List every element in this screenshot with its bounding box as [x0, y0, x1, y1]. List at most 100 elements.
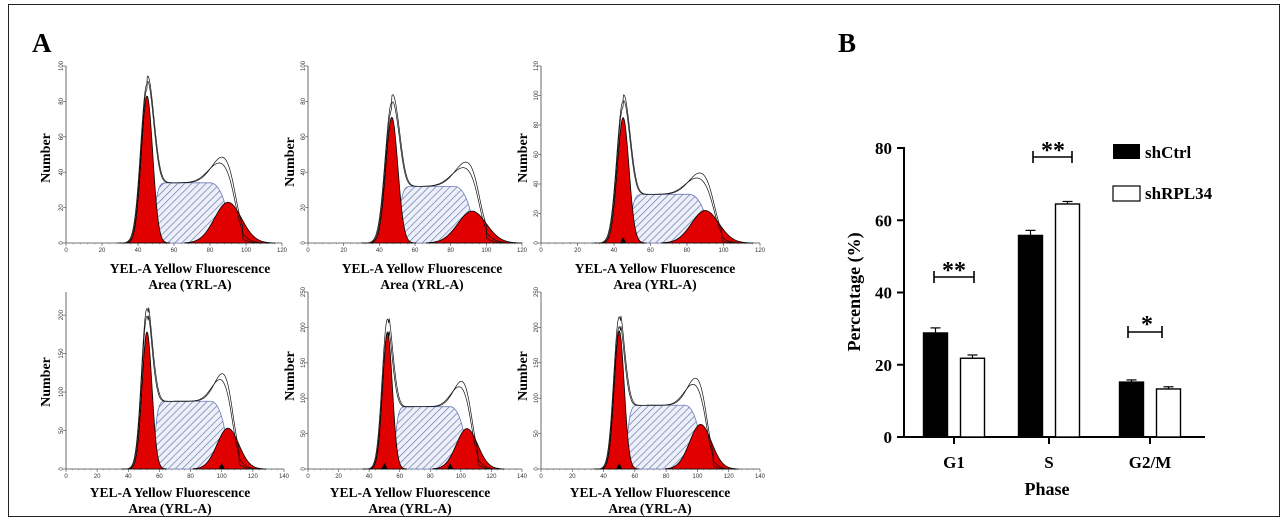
x-tick-label: 20 — [99, 248, 106, 254]
x-tick-label: 120 — [517, 248, 528, 254]
bar-chart-y-tick-label: 80 — [875, 139, 892, 158]
x-tick-label: 60 — [647, 248, 654, 254]
x-tick-label: 0 — [539, 474, 543, 480]
bar-chart-x-tick-label: G1 — [943, 453, 965, 472]
g2m-peak — [426, 210, 520, 244]
x-tick-label: 140 — [517, 474, 528, 480]
histogram-x-title-line2: Area (YRL-A) — [128, 501, 211, 516]
y-tick-label: 200 — [59, 309, 65, 320]
significance-g1: ** — [942, 258, 966, 284]
y-tick-label: 40 — [59, 168, 65, 175]
histogram-trace — [593, 315, 739, 470]
x-tick-label: 80 — [187, 474, 194, 480]
gate-marker — [620, 237, 627, 243]
histogram-x-title-line2: Area (YRL-A) — [380, 277, 463, 292]
histogram-x-title-line2: Area (YRL-A) — [613, 277, 696, 292]
y-tick-label: 20 — [534, 210, 540, 217]
bar-shctrl-g2m — [1118, 381, 1145, 438]
x-tick-label: 120 — [755, 248, 766, 254]
y-tick-label: 150 — [59, 348, 65, 359]
x-tick-label: 100 — [718, 248, 729, 254]
histogram-1: Number YEL-A Yellow Fluorescence Area (Y… — [39, 60, 288, 292]
histogram-y-title: Number — [516, 133, 531, 183]
legend-label-shctrl: shCtrl — [1145, 143, 1192, 162]
bar-chart-y-tick-label: 0 — [884, 428, 893, 447]
x-tick-label: 140 — [279, 474, 290, 480]
y-tick-label: 0 — [534, 241, 540, 245]
y-tick-label: 0 — [59, 467, 65, 471]
x-tick-label: 120 — [248, 474, 259, 480]
legend-swatch-shctrl — [1113, 144, 1140, 159]
y-tick-label: 100 — [301, 60, 307, 71]
y-tick-label: 120 — [534, 60, 540, 71]
histogram-4: Number YEL-A Yellow Fluorescence Area (Y… — [39, 292, 290, 516]
x-tick-label: 100 — [481, 248, 492, 254]
bar-shrpl34-g1 — [959, 357, 986, 438]
x-tick-label: 40 — [135, 248, 142, 254]
x-tick-label: 120 — [724, 474, 735, 480]
histogram-trace — [121, 307, 267, 470]
gate-marker — [381, 463, 388, 469]
x-tick-label: 0 — [539, 248, 543, 254]
bar-chart-x-title: Phase — [1025, 479, 1070, 499]
g2m-peak — [192, 427, 264, 470]
bar-chart-y-tick-label: 20 — [875, 356, 892, 375]
bar-chart-x-tick-label: S — [1044, 453, 1053, 472]
histogram-y-title: Number — [283, 137, 298, 187]
y-tick-label: 50 — [534, 430, 540, 437]
histogram-x-title-line1: YEL-A Yellow Fluorescence — [570, 485, 730, 500]
y-tick-label: 250 — [301, 286, 307, 297]
bar-chart-x-tick-label: G2/M — [1129, 453, 1172, 472]
x-tick-label: 120 — [277, 248, 288, 254]
histogram-y-title: Number — [283, 351, 298, 401]
legend-swatch-shrpl34 — [1112, 185, 1141, 202]
x-tick-label: 80 — [447, 248, 454, 254]
histogram-trace — [593, 100, 754, 244]
histogram-2: Number YEL-A Yellow Fluorescence Area (Y… — [283, 60, 528, 292]
y-tick-label: 0 — [301, 467, 307, 471]
y-tick-label: 80 — [59, 97, 65, 104]
g1-peak — [599, 117, 647, 244]
bar-shrpl34-s — [1054, 203, 1081, 438]
g2m-peak — [432, 428, 502, 470]
x-tick-label: 40 — [611, 248, 618, 254]
x-tick-label: 0 — [64, 474, 68, 480]
g1-peak — [367, 116, 417, 244]
significance-g2m: * — [1141, 312, 1153, 338]
x-tick-label: 60 — [156, 474, 163, 480]
histogram-3: Number YEL-A Yellow Fluorescence Area (Y… — [516, 60, 766, 292]
g1-peak — [367, 332, 408, 470]
bar-shctrl-g1 — [922, 332, 949, 438]
y-tick-label: 0 — [301, 241, 307, 245]
y-tick-label: 150 — [534, 357, 540, 368]
x-tick-label: 20 — [340, 248, 347, 254]
panel-a-label: A — [32, 28, 52, 58]
histogram-trace — [362, 318, 505, 470]
x-tick-label: 80 — [427, 474, 434, 480]
g1-peak — [123, 95, 171, 244]
g2m-peak — [665, 424, 737, 470]
y-tick-label: 50 — [59, 427, 65, 434]
y-tick-label: 100 — [301, 393, 307, 404]
histogram-y-title: Number — [39, 357, 54, 407]
histogram-y-title: Number — [516, 351, 531, 401]
x-tick-label: 80 — [207, 248, 214, 254]
x-tick-label: 100 — [241, 248, 252, 254]
y-tick-label: 60 — [534, 151, 540, 158]
y-tick-label: 60 — [59, 133, 65, 140]
histogram-x-title-line1: YEL-A Yellow Fluorescence — [110, 261, 270, 276]
x-tick-label: 0 — [306, 474, 310, 480]
y-tick-label: 100 — [534, 393, 540, 404]
y-tick-label: 150 — [301, 357, 307, 368]
x-tick-label: 60 — [412, 248, 419, 254]
y-tick-label: 100 — [59, 386, 65, 397]
histogram-trace — [593, 94, 754, 244]
histogram-x-title-line2: Area (YRL-A) — [608, 501, 691, 516]
y-tick-label: 80 — [301, 97, 307, 104]
gate-marker — [447, 463, 454, 469]
histogram-trace — [361, 94, 523, 244]
legend-label-shrpl34: shRPL34 — [1145, 184, 1213, 203]
x-tick-label: 60 — [396, 474, 403, 480]
y-tick-label: 100 — [534, 90, 540, 101]
